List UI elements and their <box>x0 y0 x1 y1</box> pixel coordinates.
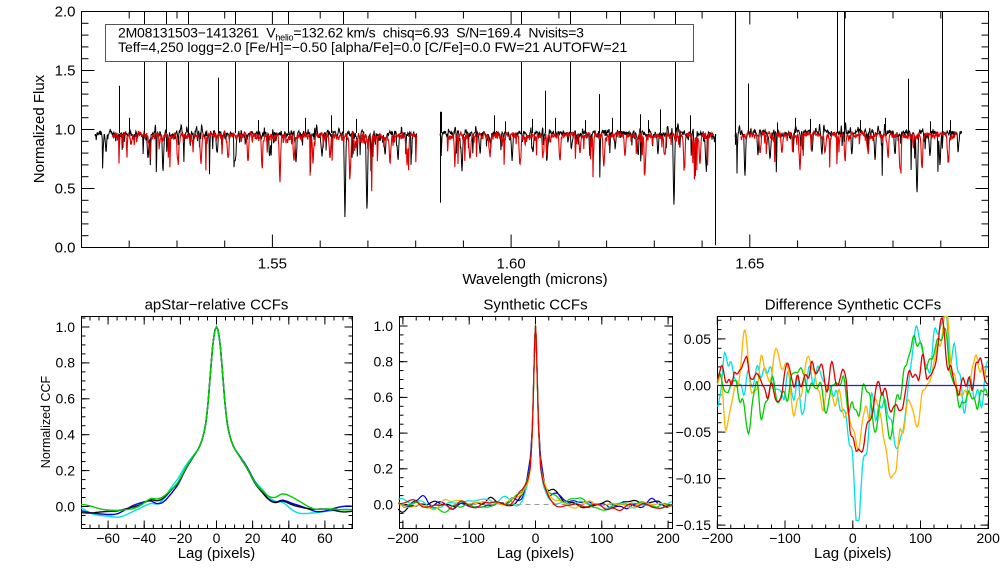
svg-text:−100: −100 <box>769 530 801 546</box>
svg-text:−200: −200 <box>387 530 419 546</box>
svg-text:Teff=4,250 logg=2.0 [Fe/H]=−0.: Teff=4,250 logg=2.0 [Fe/H]=−0.50 [alpha/… <box>118 39 627 55</box>
svg-text:−100: −100 <box>453 530 485 546</box>
svg-text:Normalized CCF: Normalized CCF <box>39 375 53 468</box>
svg-text:0.6: 0.6 <box>56 391 76 407</box>
svg-text:100: 100 <box>590 530 614 546</box>
svg-text:−0.15: −0.15 <box>676 517 712 533</box>
svg-text:1.0: 1.0 <box>56 319 76 335</box>
svg-text:0.00: 0.00 <box>684 377 711 393</box>
svg-text:0.0: 0.0 <box>55 240 76 257</box>
svg-text:Normalized Flux: Normalized Flux <box>31 74 48 183</box>
svg-text:Difference Synthetic CCFs: Difference Synthetic CCFs <box>765 297 941 314</box>
svg-text:0.4: 0.4 <box>374 425 394 441</box>
svg-text:Wavelength (microns): Wavelength (microns) <box>462 271 607 288</box>
svg-text:1.5: 1.5 <box>55 63 76 80</box>
svg-text:0.0: 0.0 <box>374 496 394 512</box>
svg-text:Lag (pixels): Lag (pixels) <box>178 545 256 562</box>
svg-text:Lag (pixels): Lag (pixels) <box>814 545 892 562</box>
svg-text:200: 200 <box>977 530 1001 546</box>
svg-text:−0.05: −0.05 <box>676 424 712 440</box>
svg-text:100: 100 <box>909 530 933 546</box>
svg-text:0.8: 0.8 <box>56 355 76 371</box>
svg-text:−60: −60 <box>96 530 120 546</box>
svg-text:20: 20 <box>245 530 261 546</box>
svg-text:0.8: 0.8 <box>374 354 394 370</box>
svg-text:0.2: 0.2 <box>374 461 394 477</box>
svg-text:0.0: 0.0 <box>56 498 76 514</box>
svg-text:2M08131503−1413261 Vhelio=132: 2M08131503−1413261 Vhelio=132.62 km/s ch… <box>118 25 584 43</box>
svg-text:0: 0 <box>532 530 540 546</box>
svg-text:0.4: 0.4 <box>56 427 76 443</box>
svg-text:1.0: 1.0 <box>55 122 76 139</box>
svg-text:0.5: 0.5 <box>55 181 76 198</box>
svg-text:−0.10: −0.10 <box>676 470 712 486</box>
svg-text:1.0: 1.0 <box>374 318 394 334</box>
svg-text:40: 40 <box>281 530 297 546</box>
svg-text:−40: −40 <box>132 530 156 546</box>
svg-text:Synthetic CCFs: Synthetic CCFs <box>483 297 587 314</box>
svg-text:60: 60 <box>317 530 333 546</box>
svg-text:0: 0 <box>213 530 221 546</box>
svg-text:apStar−relative CCFs: apStar−relative CCFs <box>145 297 289 314</box>
svg-text:200: 200 <box>656 530 680 546</box>
svg-text:0.6: 0.6 <box>374 389 394 405</box>
svg-text:Lag (pixels): Lag (pixels) <box>497 545 575 562</box>
svg-text:−20: −20 <box>169 530 193 546</box>
svg-text:1.65: 1.65 <box>735 256 764 273</box>
svg-text:1.60: 1.60 <box>496 256 525 273</box>
svg-text:1.55: 1.55 <box>258 256 287 273</box>
svg-text:0.2: 0.2 <box>56 462 76 478</box>
svg-text:0: 0 <box>849 530 857 546</box>
svg-text:−200: −200 <box>702 530 734 546</box>
svg-text:0.05: 0.05 <box>684 331 711 347</box>
svg-text:2.0: 2.0 <box>55 4 76 21</box>
